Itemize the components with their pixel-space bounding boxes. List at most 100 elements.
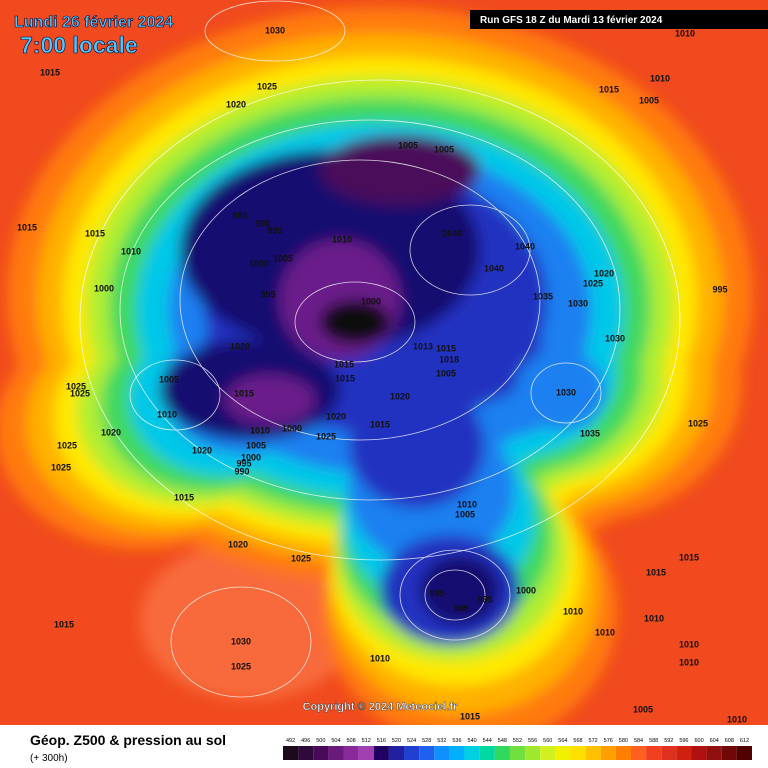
isobar-label: 1010 bbox=[644, 613, 664, 623]
scale-label: 556 bbox=[528, 738, 537, 744]
scale-label: 504 bbox=[331, 738, 340, 744]
scale-label: 520 bbox=[392, 738, 401, 744]
isobar-label: 1015 bbox=[599, 84, 619, 94]
color-scale: 492 496 500 504 508 512 516 520 524 528 532 536 540 5… bbox=[283, 738, 752, 760]
isobar-label: 1005 bbox=[455, 509, 475, 519]
isobar-label: 1005 bbox=[246, 440, 266, 450]
legend-title: Géop. Z500 & pression au sol bbox=[30, 732, 226, 748]
scale-label: 512 bbox=[362, 738, 371, 744]
isobar-label: 990 bbox=[234, 466, 249, 476]
scale-label: 608 bbox=[725, 738, 734, 744]
forecast-time: 7:00 locale bbox=[20, 32, 138, 58]
isobar-label: 995 bbox=[236, 458, 251, 468]
scale-label: 532 bbox=[437, 738, 446, 744]
scale-cell bbox=[479, 746, 495, 760]
isobar-label: 1020 bbox=[230, 341, 250, 351]
isobar-label: 1010 bbox=[679, 639, 699, 649]
isobar-label: 1015 bbox=[646, 567, 666, 577]
scale-cell bbox=[464, 746, 480, 760]
scale-label: 564 bbox=[558, 738, 567, 744]
run-box bbox=[470, 10, 768, 29]
isobar-label: 1010 bbox=[650, 73, 670, 83]
scale-label: 540 bbox=[468, 738, 477, 744]
scale-cell bbox=[494, 746, 510, 760]
isobar-label: 1005 bbox=[273, 253, 293, 263]
isobar-label: 1040 bbox=[515, 241, 535, 251]
scale-cell bbox=[434, 746, 450, 760]
isobar-label: 1010 bbox=[370, 653, 390, 663]
isobar-label: 1010 bbox=[563, 606, 583, 616]
scale-label: 524 bbox=[407, 738, 416, 744]
isobar-label: 1030 bbox=[568, 298, 588, 308]
scale-label: 536 bbox=[452, 738, 461, 744]
isobar-label: 1020 bbox=[390, 391, 410, 401]
scale-label: 568 bbox=[573, 738, 582, 744]
isobar-label: 1030 bbox=[265, 25, 285, 35]
scale-cell bbox=[328, 746, 344, 760]
isobar-label: 985 bbox=[232, 210, 247, 220]
scale-cell bbox=[721, 746, 737, 760]
isobar-label: 1015 bbox=[335, 373, 355, 383]
isobar-label: 985 bbox=[453, 603, 468, 613]
scale-cell bbox=[388, 746, 405, 760]
isobar-label: 1015 bbox=[85, 228, 105, 238]
run-info: Run GFS 18 Z du Mardi 13 février 2024 bbox=[480, 15, 663, 26]
isobar-label: 1015 bbox=[460, 711, 480, 721]
scale-cell bbox=[706, 746, 722, 760]
scale-label: 572 bbox=[589, 738, 598, 744]
scale-cell bbox=[509, 746, 526, 760]
scale-label: 596 bbox=[679, 738, 688, 744]
copyright: Copyright © 2024 Meteociel.fr bbox=[303, 701, 459, 713]
isobar-label: 1020 bbox=[228, 539, 248, 549]
scale-cell bbox=[600, 746, 616, 760]
isobar-label: 1000 bbox=[241, 452, 261, 462]
isobar-label: 1020 bbox=[192, 445, 212, 455]
isobar-label: 1000 bbox=[249, 258, 269, 268]
scale-label: 544 bbox=[483, 738, 492, 744]
isobar-label: 1025 bbox=[257, 81, 277, 91]
isobar-label: 1018 bbox=[439, 354, 459, 364]
isobar-label: 1040 bbox=[442, 228, 462, 238]
isobar-label: 1010 bbox=[121, 246, 141, 256]
isobar-label: 1025 bbox=[57, 440, 77, 450]
isobar-label: 1020 bbox=[226, 99, 246, 109]
isobar-label: 1030 bbox=[556, 387, 576, 397]
isobar-label: 1010 bbox=[675, 28, 695, 38]
scale-label: 604 bbox=[710, 738, 719, 744]
isobar-label: 1010 bbox=[157, 409, 177, 419]
isobar-label: 995 bbox=[260, 289, 275, 299]
isobar-label: 1025 bbox=[688, 418, 708, 428]
isobar-label: 1040 bbox=[484, 263, 504, 273]
scale-cell bbox=[283, 746, 299, 760]
isobar-label: 1010 bbox=[679, 657, 699, 667]
scale-label: 528 bbox=[422, 738, 431, 744]
scale-cell bbox=[373, 746, 389, 760]
isobar-label: 1035 bbox=[533, 291, 553, 301]
isobar-label: 1005 bbox=[436, 368, 456, 378]
isobars bbox=[79, 0, 681, 698]
isobar-label: 1015 bbox=[17, 222, 37, 232]
scale-label: 592 bbox=[664, 738, 673, 744]
scale-label: 508 bbox=[346, 738, 355, 744]
scale-cell bbox=[313, 746, 329, 760]
scale-cell bbox=[570, 746, 586, 760]
isobar-label: 1015 bbox=[334, 359, 354, 369]
isobar-label: 1000 bbox=[361, 296, 381, 306]
scale-label: 500 bbox=[316, 738, 325, 744]
isobar-label: 1015 bbox=[370, 419, 390, 429]
isobar-label: 1005 bbox=[398, 140, 418, 150]
isobar-label: 1010 bbox=[595, 627, 615, 637]
isobar-label: 1005 bbox=[159, 374, 179, 384]
scale-cell bbox=[646, 746, 662, 760]
isobar-label: 1025 bbox=[66, 381, 86, 391]
isobar-label: 1025 bbox=[316, 431, 336, 441]
isobar-label: 1030 bbox=[605, 333, 625, 343]
isobar-label: 1025 bbox=[51, 462, 71, 472]
scale-label: 492 bbox=[286, 738, 295, 744]
scale-cell bbox=[691, 746, 707, 760]
legend-subtitle: (+ 300h) bbox=[30, 753, 68, 764]
isobar-label: 1000 bbox=[516, 585, 536, 595]
isobar-label: 1010 bbox=[332, 234, 352, 244]
scale-cell bbox=[555, 746, 571, 760]
